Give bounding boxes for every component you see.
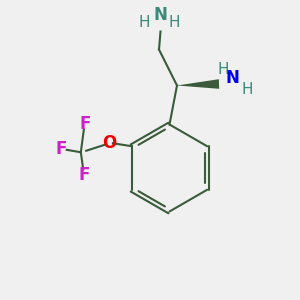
Text: F: F <box>56 140 67 158</box>
Polygon shape <box>177 79 219 89</box>
Text: H: H <box>242 82 253 98</box>
Text: N: N <box>226 69 239 87</box>
Text: F: F <box>78 166 89 184</box>
Text: H: H <box>168 15 180 30</box>
Text: O: O <box>102 134 116 152</box>
Text: H: H <box>138 15 150 30</box>
Text: F: F <box>80 115 91 133</box>
Text: N: N <box>154 6 167 24</box>
Text: H: H <box>218 61 229 76</box>
